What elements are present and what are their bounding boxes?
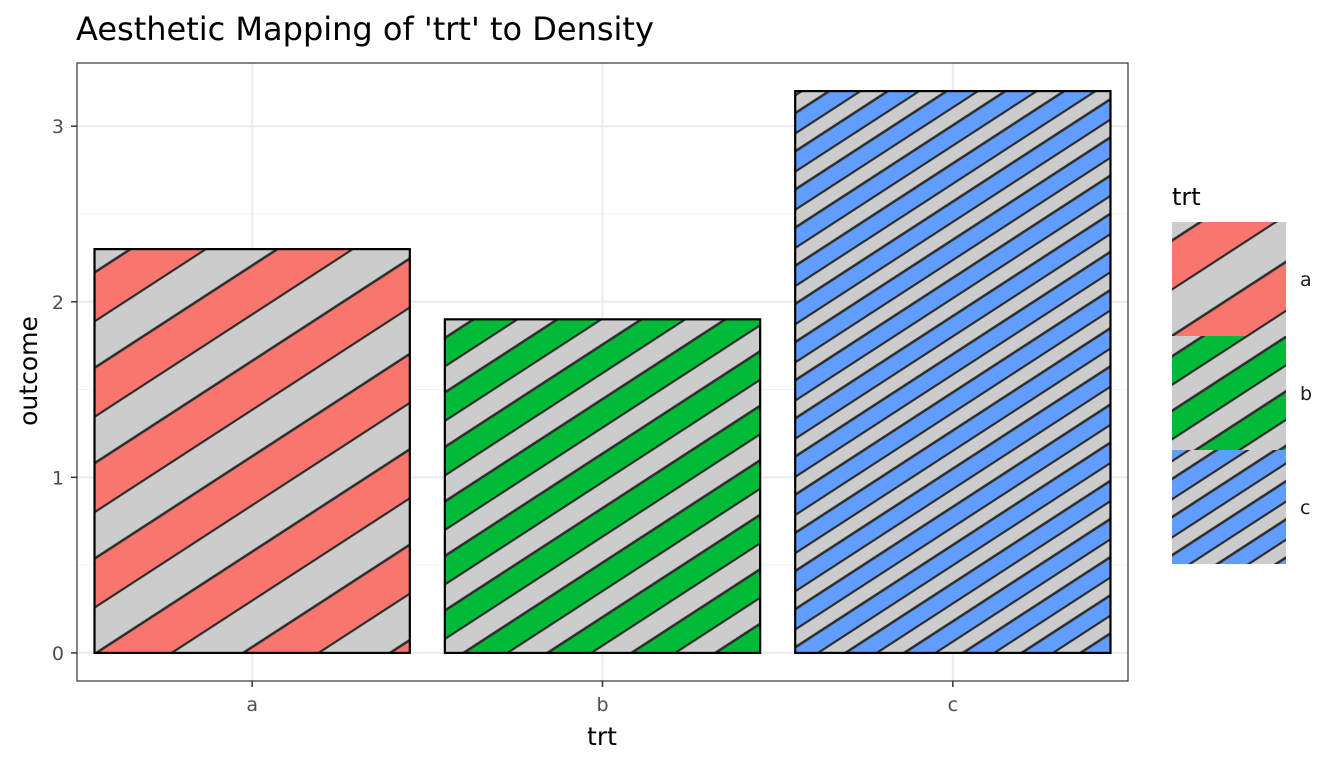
y-axis-title: outcome (14, 316, 43, 426)
y-tick-label: 0 (52, 643, 64, 665)
x-axis: a b c (246, 681, 958, 716)
y-axis: 0 1 2 3 (52, 116, 77, 665)
x-tick-label: a (246, 694, 258, 716)
legend-key-a (1172, 222, 1286, 336)
x-tick-label: c (948, 694, 958, 716)
bar-b (443, 318, 762, 655)
legend: trt a b c (1172, 183, 1312, 564)
legend-label-b: b (1300, 383, 1312, 405)
y-tick-label: 3 (52, 116, 64, 138)
chart-title: Aesthetic Mapping of 'trt' to Density (76, 10, 654, 48)
legend-key-c (1172, 450, 1286, 564)
legend-key-b (1172, 336, 1286, 450)
x-tick-label: b (596, 694, 608, 716)
x-axis-title: trt (587, 722, 617, 751)
bar-c (794, 89, 1112, 655)
legend-title: trt (1172, 183, 1201, 211)
bar-a (93, 248, 411, 655)
y-tick-label: 2 (52, 292, 64, 314)
legend-label-a: a (1300, 269, 1312, 291)
plot-panel (76, 62, 1129, 682)
legend-label-c: c (1300, 497, 1310, 519)
y-tick-label: 1 (52, 467, 64, 489)
